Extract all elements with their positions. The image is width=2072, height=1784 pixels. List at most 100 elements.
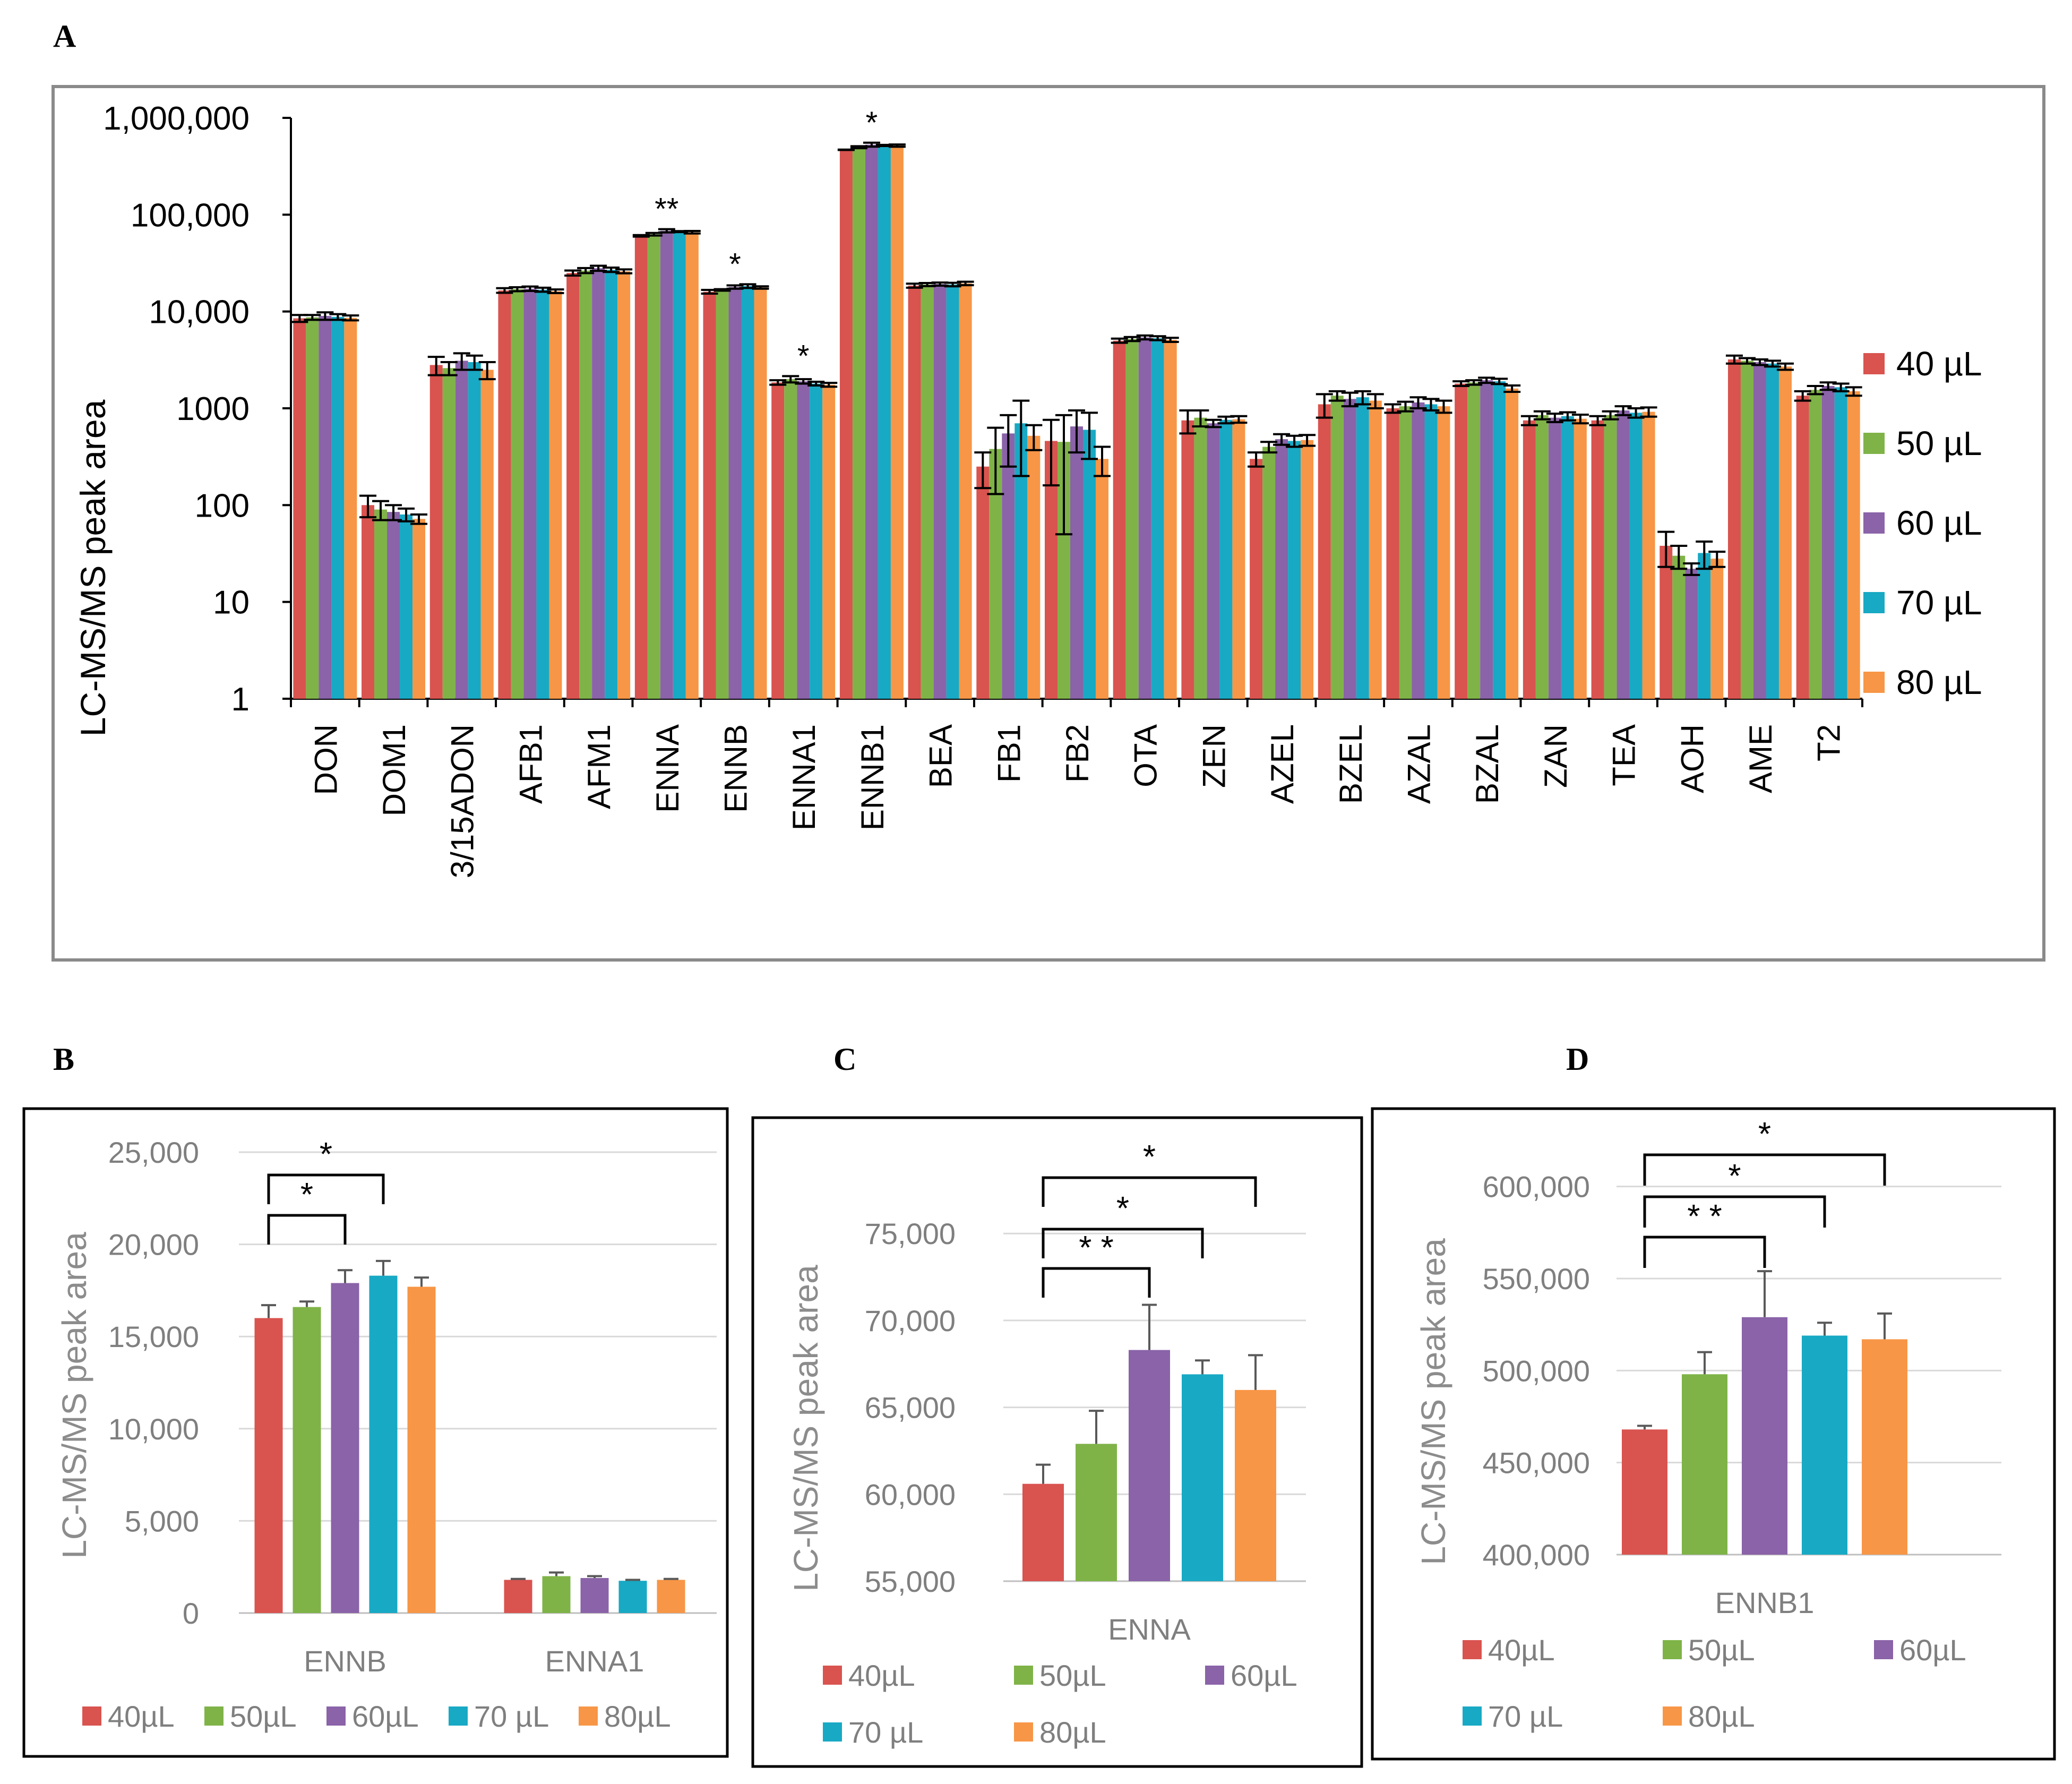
bar-ENNB-80µL — [407, 1286, 436, 1613]
bar-ENNA1-50µL — [784, 379, 797, 699]
bar-AOH-50µL — [1672, 555, 1686, 699]
bar-AOH-80µL — [1710, 559, 1724, 699]
bar-ENNB1-70µL — [878, 145, 891, 699]
bar-ENNB1-80µL — [890, 145, 904, 699]
chart-b-significance: ** — [267, 1136, 385, 1245]
significance-bracket — [267, 1214, 347, 1245]
x-label-AFB1: AFB1 — [513, 724, 548, 804]
x-label-DON: DON — [308, 724, 343, 795]
legend-label-4: 80µL — [604, 1700, 671, 1733]
chart-d-bars — [1622, 1317, 1907, 1555]
legend-label-4: 80 µL — [1896, 663, 1982, 701]
y-tick-label: 10,000 — [108, 1412, 199, 1446]
bar-ENNB-80µL — [754, 287, 767, 699]
legend-label-3: 70 µL — [1488, 1700, 1563, 1733]
bar-3/15ADON-50µL — [442, 368, 455, 699]
x-label-DOM1: DOM1 — [376, 724, 412, 816]
chart-c-y-axis-title: LC-MS/MS peak area — [787, 1265, 825, 1592]
bar-ENNA-70µL — [1182, 1374, 1223, 1581]
bar-ENNA1-80µL — [657, 1580, 685, 1613]
significance-mark: * * — [1079, 1230, 1113, 1266]
panel-label-c: C — [833, 1042, 856, 1077]
bar-ENNA1-60µL — [580, 1578, 609, 1613]
bar-OTA-80µL — [1164, 339, 1177, 699]
bar-BZAL-80µL — [1506, 388, 1519, 699]
chart-a-bars — [293, 144, 1860, 699]
y-tick-label: 100,000 — [131, 197, 250, 234]
x-label-BZAL: BZAL — [1469, 724, 1505, 804]
y-tick-label: 1 — [231, 681, 250, 718]
significance-bracket — [1643, 1195, 1826, 1228]
bar-ENNA1-40µL — [771, 382, 785, 699]
legend-swatch-1 — [1014, 1666, 1033, 1685]
bar-ENNB-40µL — [254, 1318, 283, 1613]
chart-d-y-axis-title: LC-MS/MS peak area — [1414, 1238, 1452, 1565]
bar-DON-60µL — [319, 316, 332, 699]
legend-swatch-0 — [1463, 1640, 1482, 1659]
x-label-ZEN: ZEN — [1196, 724, 1232, 788]
bar-TEA-70µL — [1629, 413, 1643, 699]
significance-mark: * — [320, 1136, 332, 1173]
bar-DON-50µL — [306, 317, 319, 699]
legend-swatch-2 — [326, 1706, 346, 1726]
bar-ZAN-60µL — [1548, 417, 1561, 699]
y-tick-label: 65,000 — [865, 1391, 956, 1425]
bar-BEA-50µL — [921, 284, 934, 699]
legend-swatch-0 — [1863, 353, 1885, 374]
bar-ENNA1-50µL — [542, 1576, 571, 1613]
bar-BZEL-60µL — [1343, 399, 1356, 699]
bar-FB2-80µL — [1096, 459, 1108, 699]
legend-label-1: 50µL — [1688, 1633, 1755, 1667]
bar-AFB1-70µL — [536, 289, 549, 699]
x-label-TEA: TEA — [1606, 724, 1642, 786]
legend-label-1: 50µL — [230, 1700, 297, 1733]
x-label-ENNB1: ENNB1 — [855, 724, 890, 830]
significance-mark: * — [729, 247, 741, 281]
legend-swatch-1 — [1863, 433, 1885, 454]
x-label-ENNB: ENNB — [718, 724, 754, 813]
panel-label-b: B — [53, 1042, 74, 1077]
bar-ENNA-50µL — [647, 234, 660, 699]
bar-ENNA1-40µL — [504, 1580, 532, 1613]
y-tick-label: 15,000 — [108, 1320, 199, 1353]
bar-AZEL-60µL — [1275, 439, 1288, 699]
significance-bracket — [1643, 1153, 1886, 1186]
bar-BEA-70µL — [946, 284, 959, 699]
bar-BZAL-40µL — [1455, 383, 1468, 699]
bar-ZEN-60µL — [1207, 423, 1220, 699]
legend-swatch-4 — [579, 1706, 598, 1726]
bar-AME-40µL — [1727, 359, 1741, 699]
bar-BEA-40µL — [908, 285, 921, 699]
bar-AOH-70µL — [1698, 553, 1711, 699]
bar-T2-60µL — [1821, 385, 1835, 699]
bar-DOM1-40µL — [362, 505, 375, 699]
chart-b-error-bars — [261, 1259, 678, 1581]
bar-ZEN-40µL — [1181, 420, 1194, 699]
legend-swatch-2 — [1205, 1666, 1224, 1685]
bar-AZAL-70µL — [1424, 404, 1438, 699]
bar-BZEL-80µL — [1369, 400, 1382, 699]
bar-ENNA-60µL — [660, 230, 673, 699]
bar-FB1-80µL — [1027, 435, 1041, 699]
chart-d-frame — [1371, 1107, 2056, 1761]
bar-T2-80µL — [1847, 391, 1860, 699]
chart-b-legend: 40µL 50µL 60µL 70 µL 80µL — [82, 1700, 671, 1733]
y-tick-label: 70,000 — [865, 1304, 956, 1337]
bar-AFM1-80µL — [617, 271, 631, 699]
legend-label-3: 70 µL — [848, 1716, 923, 1749]
bar-AFM1-40µL — [566, 273, 580, 699]
legend-swatch-0 — [823, 1666, 842, 1685]
significance-mark: * — [1143, 1139, 1156, 1176]
bar-ENNB-60µL — [728, 287, 742, 699]
bar-ENNA-40µL — [1022, 1483, 1064, 1581]
chart-c-axis: 55,000 60,000 65,000 70,000 75,000 — [865, 1217, 1306, 1598]
legend-swatch-3 — [1463, 1706, 1482, 1726]
y-tick-label: 100 — [195, 487, 250, 524]
chart-d-x-labels: ENNB1 — [1715, 1586, 1815, 1619]
chart-d-legend: 40µL 50µL 60µL 70 µL 80µL — [1463, 1633, 1966, 1733]
bar-AME-50µL — [1740, 361, 1753, 699]
bar-ENNB1-40µL — [839, 150, 853, 699]
bar-ZAN-80µL — [1574, 418, 1587, 699]
